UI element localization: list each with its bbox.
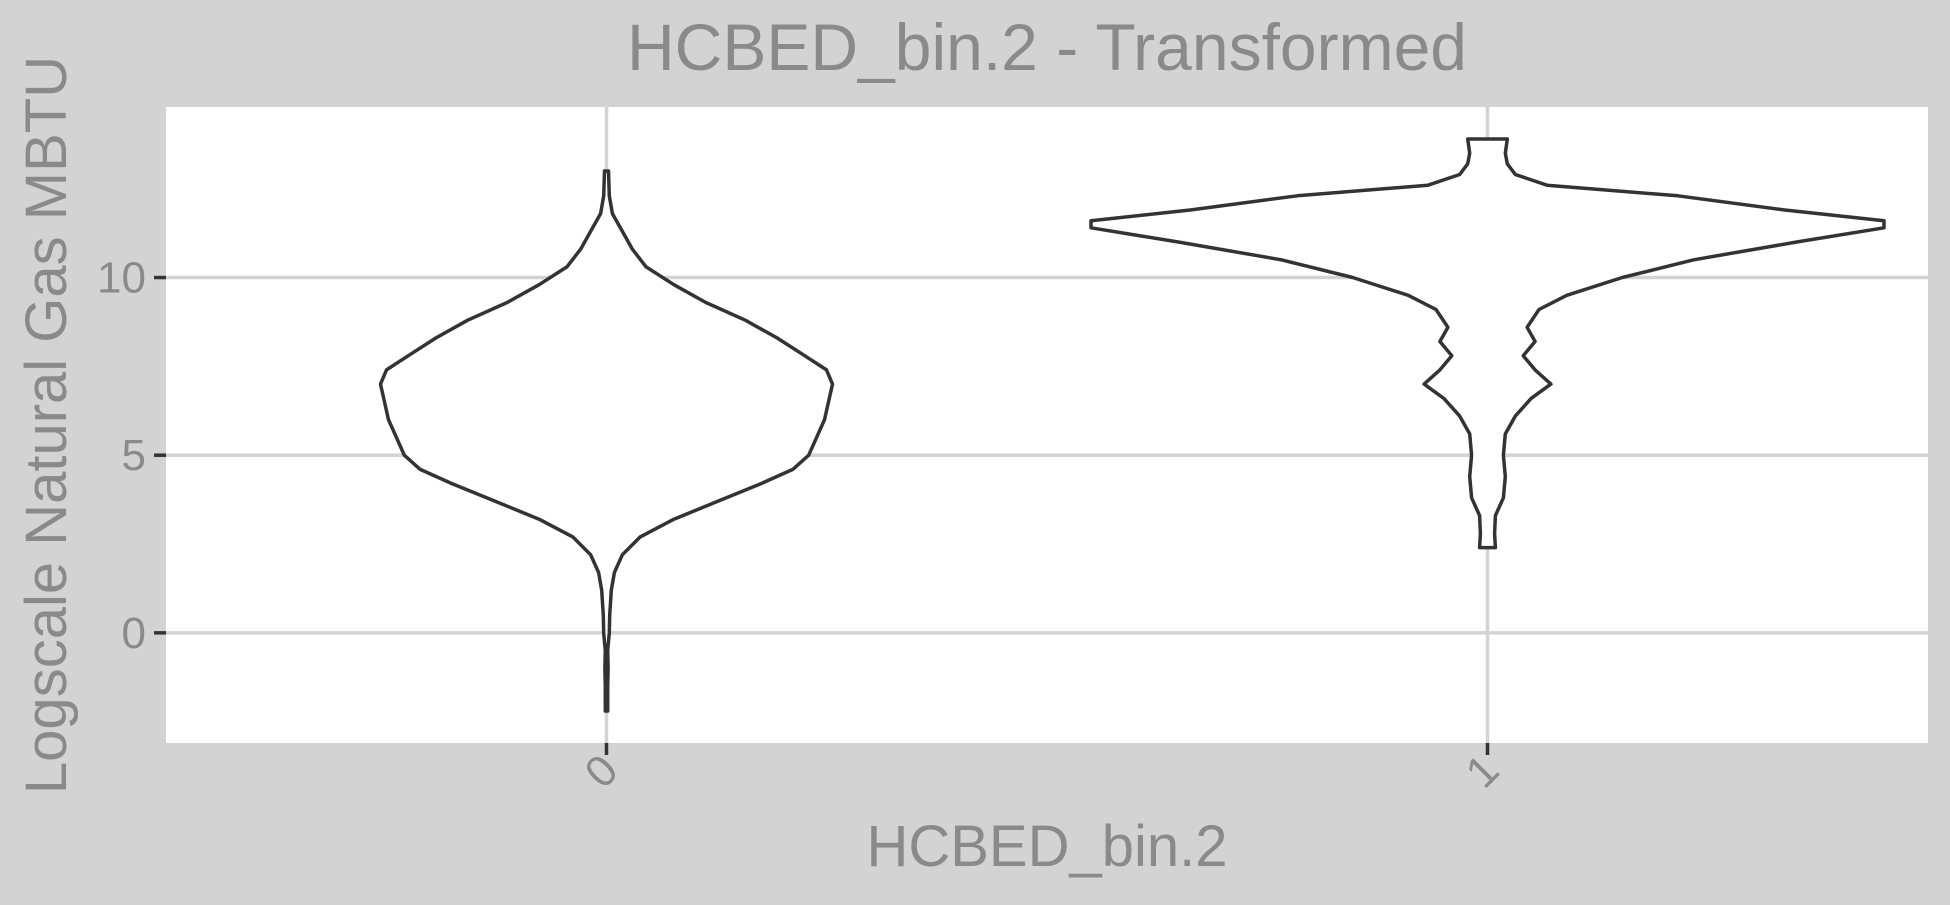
chart-title: HCBED_bin.2 - Transformed [627, 10, 1467, 84]
y-axis-title: Logscale Natural Gas MBTU [14, 56, 79, 794]
y-tick-label: 10 [97, 254, 146, 303]
y-tick-label: 0 [122, 609, 146, 658]
violin-0 [378, 169, 835, 713]
violin-layer [378, 137, 1886, 713]
y-tick-label: 5 [122, 431, 146, 480]
violin-1 [1089, 137, 1886, 550]
x-axis-title: HCBED_bin.2 [866, 814, 1227, 879]
